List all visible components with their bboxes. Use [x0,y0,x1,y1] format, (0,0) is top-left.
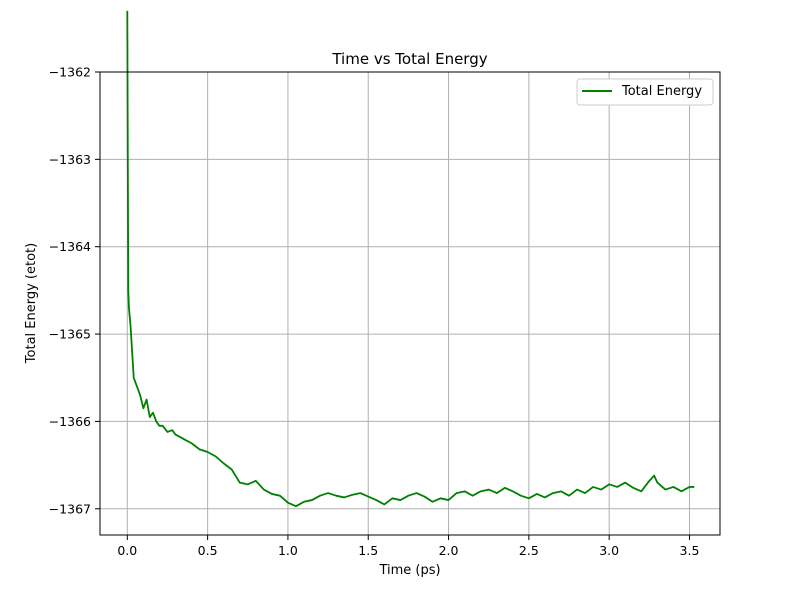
x-ticks: 0.0 0.5 1.0 1.5 2.0 2.5 3.0 3.5 [117,535,699,558]
x-tick-label: 3.5 [680,543,700,558]
legend: Total Energy [576,78,714,106]
y-tick-label: −1366 [49,414,91,429]
y-tick-label: −1362 [49,65,91,80]
legend-box [576,78,714,106]
x-axis-label: Time (ps) [378,563,440,578]
x-tick-label: 1.0 [278,543,298,558]
x-tick-label: 2.5 [519,543,539,558]
chart-title: Time vs Total Energy [331,50,487,68]
y-tick-label: −1367 [49,501,91,516]
x-tick-label: 0.5 [198,543,218,558]
x-tick-label: 3.0 [599,543,619,558]
series-line-total-energy [126,10,695,508]
grid-lines [100,71,720,535]
plot-frame [99,71,721,536]
x-tick-label: 1.5 [358,543,378,558]
x-tick-label: 2.0 [439,543,459,558]
y-ticks: −1362 −1363 −1364 −1365 −1366 −1367 [49,65,100,516]
y-axis-label: Total Energy (etot) [24,243,39,364]
y-tick-label: −1365 [49,327,91,342]
x-tick-label: 0.0 [117,543,137,558]
y-tick-label: −1364 [49,239,91,254]
series-lines [126,10,695,508]
legend-label: Total Energy [621,84,702,99]
y-tick-label: −1363 [49,152,91,167]
